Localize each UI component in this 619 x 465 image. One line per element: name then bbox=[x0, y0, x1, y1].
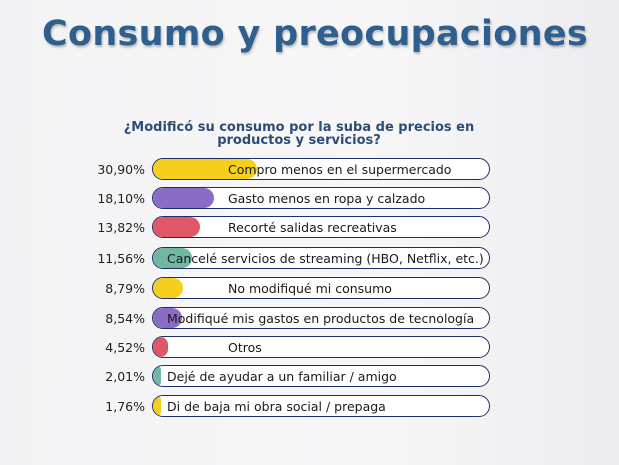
bar bbox=[153, 337, 169, 357]
value-label: 4,52% bbox=[105, 340, 145, 355]
bar bbox=[153, 278, 183, 298]
value-label: 8,79% bbox=[105, 281, 145, 296]
bar-track: Gasto menos en ropa y calzado bbox=[152, 187, 490, 209]
bar-row: 13,82% Recorté salidas recreativas bbox=[0, 216, 619, 240]
bar-row: 2,01% Dejé de ayudar a un familiar / amig… bbox=[0, 365, 619, 389]
value-label: 18,10% bbox=[97, 191, 145, 206]
value-label: 13,82% bbox=[97, 220, 145, 235]
category-label: Di de baja mi obra social / prepaga bbox=[167, 399, 386, 414]
bar-row: 8,79% No modifiqué mi consumo bbox=[0, 277, 619, 301]
bar bbox=[153, 308, 182, 328]
bar-row: 18,10% Gasto menos en ropa y calzado bbox=[0, 187, 619, 211]
page-title: Consumo y preocupaciones bbox=[42, 14, 589, 54]
category-label: Modifiqué mis gastos en productos de tec… bbox=[167, 311, 475, 326]
bar-track: No modifiqué mi consumo bbox=[152, 277, 490, 299]
category-label: No modifiqué mi consumo bbox=[228, 281, 392, 296]
bar-track: Cancelé servicios de streaming (HBO, Net… bbox=[152, 247, 490, 269]
chart-title: ¿Modificó su consumo por la suba de prec… bbox=[123, 120, 475, 148]
bar-row: 1,76% Di de baja mi obra social / prepaga bbox=[0, 395, 619, 419]
bar-track: Di de baja mi obra social / prepaga bbox=[152, 395, 490, 417]
value-label: 11,56% bbox=[97, 251, 145, 266]
bar bbox=[153, 217, 200, 237]
bar-track: Compro menos en el supermercado bbox=[152, 158, 490, 180]
bar-track: Otros bbox=[152, 336, 490, 358]
bar bbox=[153, 188, 215, 208]
value-label: 30,90% bbox=[97, 162, 145, 177]
category-label: Cancelé servicios de streaming (HBO, Net… bbox=[167, 251, 484, 266]
bar-row: 4,52% Otros bbox=[0, 336, 619, 360]
bar bbox=[153, 396, 161, 416]
bar-row: 11,56% Cancelé servicios de streaming (HB… bbox=[0, 247, 619, 271]
value-label: 1,76% bbox=[105, 399, 145, 414]
bar-track: Dejé de ayudar a un familiar / amigo bbox=[152, 365, 490, 387]
category-label: Dejé de ayudar a un familiar / amigo bbox=[167, 369, 397, 384]
bar-row: 8,54% Modifiqué mis gastos en productos d… bbox=[0, 307, 619, 331]
bar-track: Modifiqué mis gastos en productos de tec… bbox=[152, 307, 490, 329]
bar bbox=[153, 159, 258, 179]
category-label: Compro menos en el supermercado bbox=[228, 162, 452, 177]
category-label: Otros bbox=[228, 340, 262, 355]
value-label: 2,01% bbox=[105, 369, 145, 384]
bar bbox=[153, 248, 193, 268]
bar-track: Recorté salidas recreativas bbox=[152, 216, 490, 238]
bar bbox=[153, 366, 161, 386]
category-label: Gasto menos en ropa y calzado bbox=[228, 191, 426, 206]
value-label: 8,54% bbox=[105, 311, 145, 326]
bar-row: 30,90% Compro menos en el supermercado bbox=[0, 158, 619, 182]
category-label: Recorté salidas recreativas bbox=[228, 220, 397, 235]
